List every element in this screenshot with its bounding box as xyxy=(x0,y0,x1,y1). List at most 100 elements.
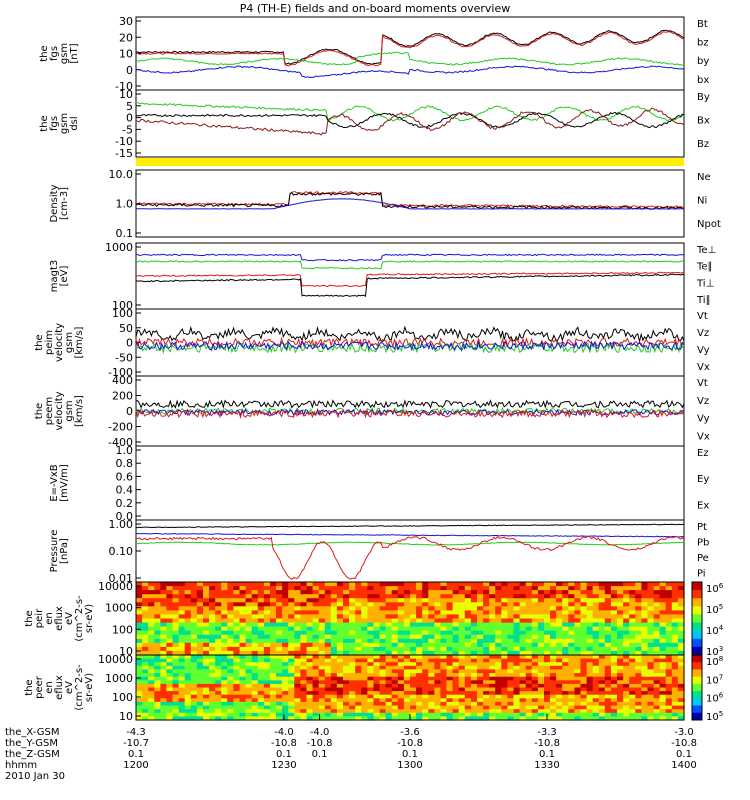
spec-cell xyxy=(610,683,618,689)
spec-cell xyxy=(288,614,295,620)
spec-cell xyxy=(257,650,265,656)
spec-cell xyxy=(580,606,588,611)
spec-cell xyxy=(203,683,210,689)
spec-cell xyxy=(318,650,326,656)
spec-cell xyxy=(330,590,338,595)
spec-cell xyxy=(598,614,606,620)
spec-cell xyxy=(245,691,253,696)
spec-cell xyxy=(416,618,423,624)
spec-cell xyxy=(355,709,362,714)
spec-cell xyxy=(196,626,204,632)
spec-cell xyxy=(306,665,314,670)
spec-cell xyxy=(556,626,563,632)
y-axis-label: peer xyxy=(34,675,45,699)
spec-cell xyxy=(270,630,277,636)
spec-cell xyxy=(276,626,283,632)
spec-cell xyxy=(227,687,234,692)
spec-cell xyxy=(537,646,545,652)
spec-cell xyxy=(148,712,155,717)
spec-cell xyxy=(257,594,265,599)
spec-cell xyxy=(148,698,155,703)
spec-cell xyxy=(537,598,545,603)
spec-cell xyxy=(190,712,198,717)
spec-cell xyxy=(172,606,180,611)
spec-cell xyxy=(501,626,508,632)
spec-cell xyxy=(671,716,679,721)
spec-cell xyxy=(330,712,338,717)
spec-cell xyxy=(288,680,295,685)
spec-cell xyxy=(196,673,204,678)
spec-cell xyxy=(160,709,168,714)
spec-cell xyxy=(537,586,545,591)
spec-cell xyxy=(282,610,289,616)
spec-cell xyxy=(489,590,496,595)
spec-cell xyxy=(385,622,393,628)
spec-cell xyxy=(592,646,600,652)
spec-cell xyxy=(294,680,301,685)
spec-cell xyxy=(507,669,515,674)
spec-cell xyxy=(653,709,661,714)
spec-cell xyxy=(598,691,606,696)
spec-cell xyxy=(270,650,277,656)
spec-cell xyxy=(172,614,180,620)
spec-cell xyxy=(562,590,569,595)
spec-cell xyxy=(203,698,210,703)
spec-cell xyxy=(446,691,454,696)
spec-cell xyxy=(355,676,362,681)
spec-cell xyxy=(513,673,521,678)
series-line-blue xyxy=(136,198,685,210)
spec-cell xyxy=(446,630,454,636)
spec-cell xyxy=(477,642,484,648)
spec-cell xyxy=(440,709,448,714)
spec-cell xyxy=(336,594,344,599)
spec-cell xyxy=(592,630,600,636)
spec-cell xyxy=(312,669,320,674)
panel-frame xyxy=(135,519,685,583)
spec-cell xyxy=(209,614,216,620)
spec-cell xyxy=(343,614,350,620)
spec-cell xyxy=(665,694,673,699)
spec-cell xyxy=(440,665,448,670)
spec-cell xyxy=(306,676,314,681)
spec-cell xyxy=(544,691,551,696)
spec-cell xyxy=(562,610,569,616)
spec-cell xyxy=(233,594,241,599)
spec-cell xyxy=(330,598,338,603)
y-tick-label: 0.4 xyxy=(116,484,134,497)
spec-cell xyxy=(233,712,241,717)
spec-cell xyxy=(306,662,314,667)
spec-cell xyxy=(160,590,168,595)
spec-cell xyxy=(361,626,368,632)
spec-cell xyxy=(397,658,405,663)
spec-cell xyxy=(361,658,368,663)
spec-cell xyxy=(507,638,515,644)
spec-cell xyxy=(215,618,222,624)
spec-cell xyxy=(257,662,265,667)
spec-cell xyxy=(519,630,527,636)
spec-cell xyxy=(525,712,533,717)
spec-cell xyxy=(379,705,387,710)
spec-cell xyxy=(489,655,496,660)
spec-cell xyxy=(617,683,624,689)
spec-cell xyxy=(416,606,423,611)
spec-cell xyxy=(270,618,277,624)
spec-cell xyxy=(531,646,539,652)
spec-cell xyxy=(397,582,405,587)
spec-cell xyxy=(550,658,557,663)
spec-cell xyxy=(196,658,204,663)
spec-cell xyxy=(373,701,381,707)
spec-cell xyxy=(458,712,466,717)
spec-cell xyxy=(306,618,314,624)
spec-cell xyxy=(148,590,155,595)
spec-cell xyxy=(330,618,338,624)
spec-cell xyxy=(330,610,338,616)
legend-By: By xyxy=(697,92,710,103)
x-axis-labels: the_X-GSM -4.3 -4.0 -4.0 -3.6 -3.3 -3.0the_Y-G… xyxy=(5,714,697,782)
spec-cell xyxy=(233,662,241,667)
spec-cell xyxy=(641,586,649,591)
spec-cell xyxy=(391,712,399,717)
spec-cell xyxy=(233,622,241,628)
spec-cell xyxy=(556,614,563,620)
spec-cell xyxy=(324,705,332,710)
spec-cell xyxy=(215,594,222,599)
